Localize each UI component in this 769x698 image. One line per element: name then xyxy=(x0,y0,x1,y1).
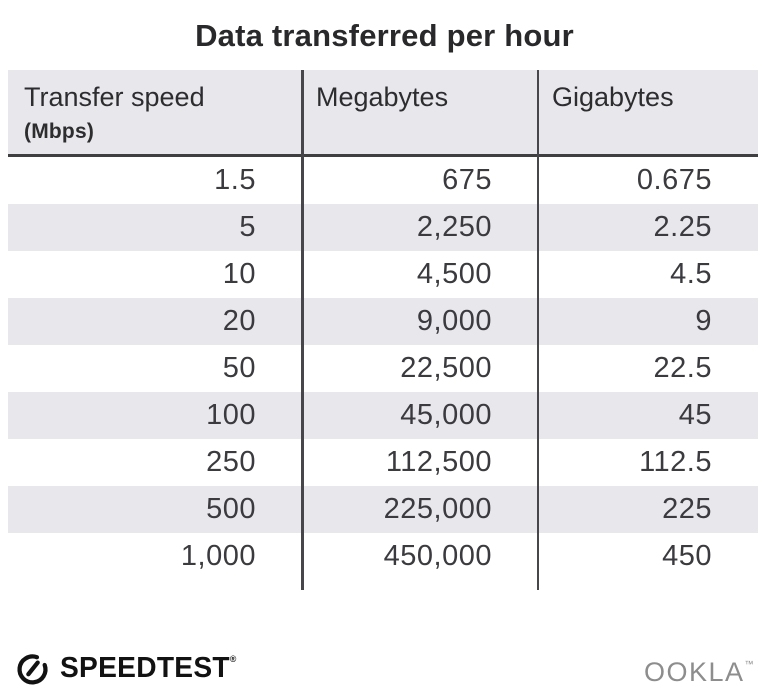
table-cell: 500 xyxy=(206,493,256,525)
table-row: 10 4,500 4.5 xyxy=(8,251,758,298)
table-row: 50 22,500 22.5 xyxy=(8,345,758,392)
table-row: 250 112,500 112.5 xyxy=(8,439,758,486)
table-cell: 45,000 xyxy=(400,399,492,431)
table-body: 1.5 675 0.675 5 2,250 2.25 10 4,500 4.5 20 9,000 9 5… xyxy=(8,157,758,580)
speedtest-trademark: ® xyxy=(229,654,237,664)
table-cell: 450 xyxy=(662,540,712,572)
column-header-label: Transfer speed xyxy=(24,82,205,112)
table-row: 5 2,250 2.25 xyxy=(8,204,758,251)
table-cell: 2.25 xyxy=(653,211,712,243)
table-cell: 2,250 xyxy=(416,211,492,243)
speedtest-wordmark-text: SPEEDTEST xyxy=(60,652,230,684)
table-cell: 450,000 xyxy=(383,540,492,572)
table-cell: 5 xyxy=(239,211,256,243)
table-cell: 250 xyxy=(206,446,256,478)
column-header-gigabytes: Gigabytes xyxy=(538,70,758,154)
table-cell: 10 xyxy=(222,258,256,290)
column-header-label: Megabytes xyxy=(316,82,449,112)
ookla-wordmark-text: OOKLA xyxy=(643,657,745,687)
ookla-trademark: ™ xyxy=(744,659,755,669)
ookla-logo: OOKLA™ xyxy=(644,657,755,688)
column-header-label: Gigabytes xyxy=(552,82,674,112)
page-title: Data transferred per hour xyxy=(195,18,574,53)
table-cell: 4.5 xyxy=(670,258,712,290)
speedtest-wordmark: SPEEDTEST® xyxy=(60,652,237,685)
table-cell: 22,500 xyxy=(400,352,492,384)
speedtest-logo: SPEEDTEST® xyxy=(14,650,242,687)
column-divider-1 xyxy=(301,70,304,590)
table-cell: 225 xyxy=(662,493,712,525)
table-cell: 45 xyxy=(678,399,712,431)
table-cell: 50 xyxy=(222,352,256,384)
table-cell: 22.5 xyxy=(653,352,712,384)
table-cell: 9,000 xyxy=(416,305,492,337)
column-divider-2 xyxy=(537,70,539,590)
table-cell: 0.675 xyxy=(636,164,712,196)
column-header-sublabel: (Mbps) xyxy=(24,120,95,143)
table-row: 1,000 450,000 450 xyxy=(8,533,758,580)
table-cell: 675 xyxy=(442,164,492,196)
column-header-megabytes: Megabytes xyxy=(302,70,538,154)
data-table: Transfer speed (Mbps) Megabytes Gigabyte… xyxy=(8,70,758,590)
table-cell: 100 xyxy=(206,399,256,431)
table-cell: 9 xyxy=(695,305,712,337)
table-cell: 1,000 xyxy=(180,540,256,572)
column-header-transfer-speed: Transfer speed (Mbps) xyxy=(8,70,302,154)
table-row: 500 225,000 225 xyxy=(8,486,758,533)
table-header-row: Transfer speed (Mbps) Megabytes Gigabyte… xyxy=(8,70,758,157)
table-cell: 225,000 xyxy=(383,493,492,525)
table-row: 1.5 675 0.675 xyxy=(8,157,758,204)
table-cell: 112.5 xyxy=(639,446,712,478)
table-cell: 20 xyxy=(222,305,256,337)
table-row: 100 45,000 45 xyxy=(8,392,758,439)
table-cell: 4,500 xyxy=(416,258,492,290)
table-row: 20 9,000 9 xyxy=(8,298,758,345)
speedtest-gauge-icon xyxy=(17,654,48,685)
table-cell: 1.5 xyxy=(214,164,256,196)
table-cell: 112,500 xyxy=(385,446,492,478)
